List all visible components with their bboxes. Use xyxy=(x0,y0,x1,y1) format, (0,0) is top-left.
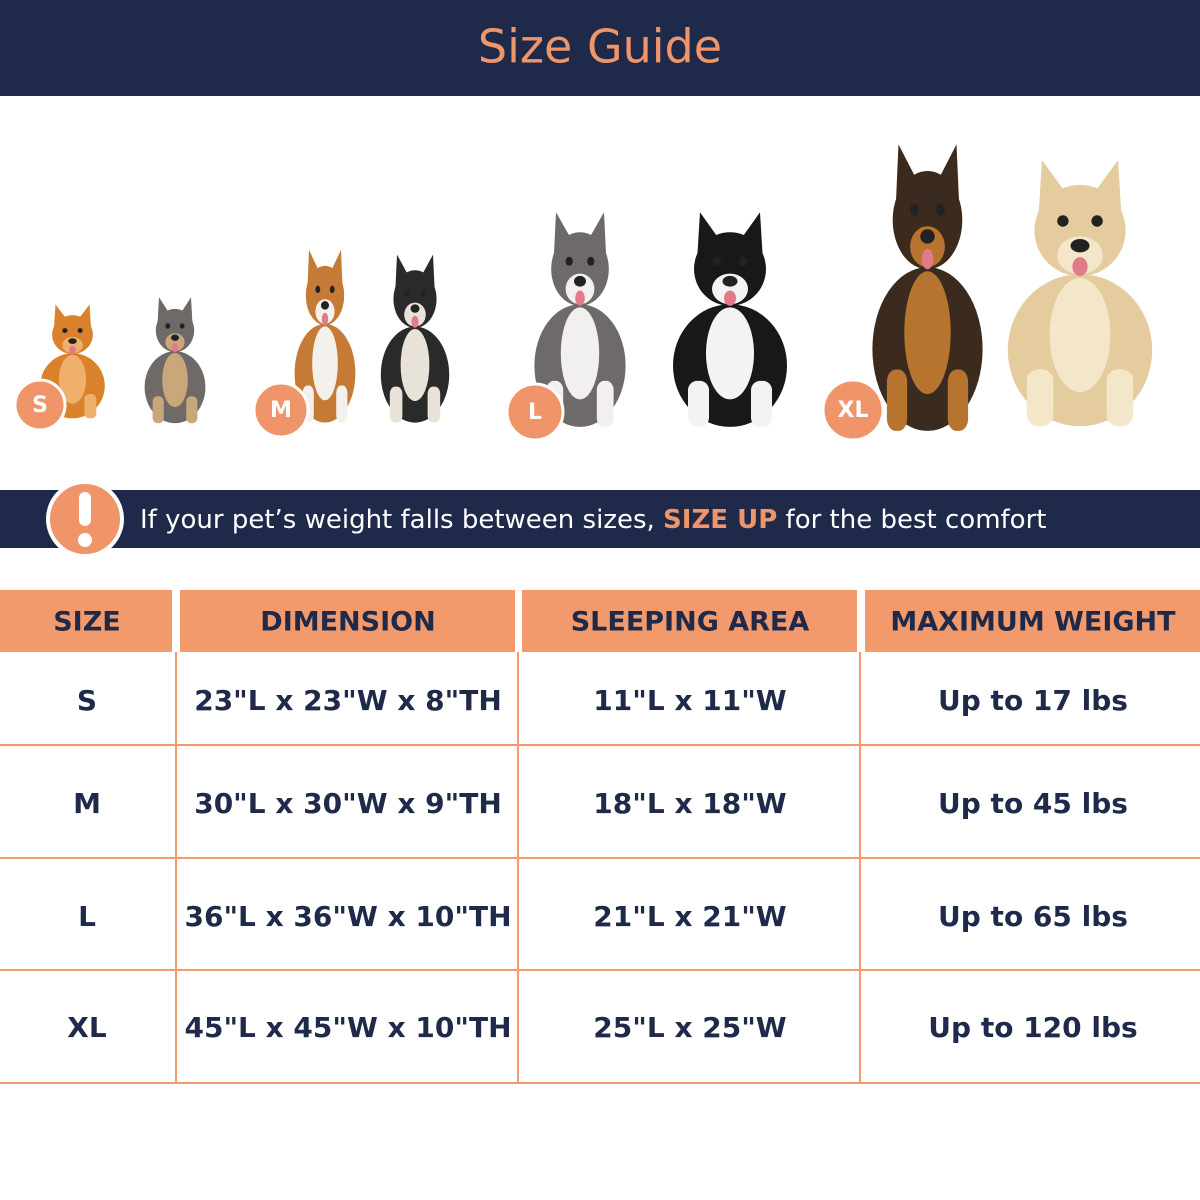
size-table: SIZE DIMENSION SLEEPING AREA MAXIMUM WEIGHT… xyxy=(0,590,1200,1084)
cell: 23"L x 23"W x 8"TH xyxy=(194,684,502,717)
badge: S xyxy=(13,378,67,432)
badge: XL xyxy=(821,378,885,442)
header-cell xyxy=(180,590,515,652)
notice-text: for the best comfort xyxy=(777,505,1046,535)
cell: S xyxy=(77,684,97,717)
cell: XL xyxy=(67,1011,107,1044)
cell: 45"L x 45"W x 10"TH xyxy=(184,1011,511,1044)
title: Size Guide xyxy=(478,20,722,74)
dog xyxy=(673,212,787,427)
header-label: SIZE xyxy=(53,607,121,638)
badge-label: S xyxy=(32,393,48,418)
notice-text: If your pet’s weight falls between sizes… xyxy=(140,505,663,535)
header-label: MAXIMUM WEIGHT xyxy=(890,607,1176,638)
dog xyxy=(380,254,450,423)
badge-label: XL xyxy=(838,398,869,423)
cell: 36"L x 36"W x 10"TH xyxy=(184,900,511,933)
cell: 21"L x 21"W xyxy=(593,900,787,933)
cell: Up to 17 lbs xyxy=(938,684,1128,717)
header-bar xyxy=(0,0,1200,96)
badge-label: L xyxy=(528,400,542,425)
badge: M xyxy=(252,381,310,439)
notice-icon xyxy=(46,480,124,558)
notice: If your pet’s weight falls between sizes… xyxy=(140,505,1046,535)
cell: 11"L x 11"W xyxy=(593,684,787,717)
cell: 30"L x 30"W x 9"TH xyxy=(194,787,502,820)
cell: Up to 45 lbs xyxy=(938,787,1128,820)
notice-bar xyxy=(0,490,1200,548)
cell: Up to 120 lbs xyxy=(928,1011,1137,1044)
dog xyxy=(1007,160,1153,427)
dog xyxy=(144,297,206,424)
dog xyxy=(872,144,983,431)
header-cell xyxy=(0,590,172,652)
cell: M xyxy=(73,787,101,820)
header-cell xyxy=(865,590,1200,652)
notice-highlight: SIZE UP xyxy=(663,505,777,535)
cell: 18"L x 18"W xyxy=(593,787,787,820)
badge-label: M xyxy=(270,398,292,423)
cell: L xyxy=(78,900,96,933)
header-label: SLEEPING AREA xyxy=(571,607,810,638)
cell: 25"L x 25"W xyxy=(593,1011,787,1044)
cell: Up to 65 lbs xyxy=(938,900,1128,933)
header-cell xyxy=(522,590,857,652)
badge: L xyxy=(505,382,565,442)
header-label: DIMENSION xyxy=(260,607,435,638)
